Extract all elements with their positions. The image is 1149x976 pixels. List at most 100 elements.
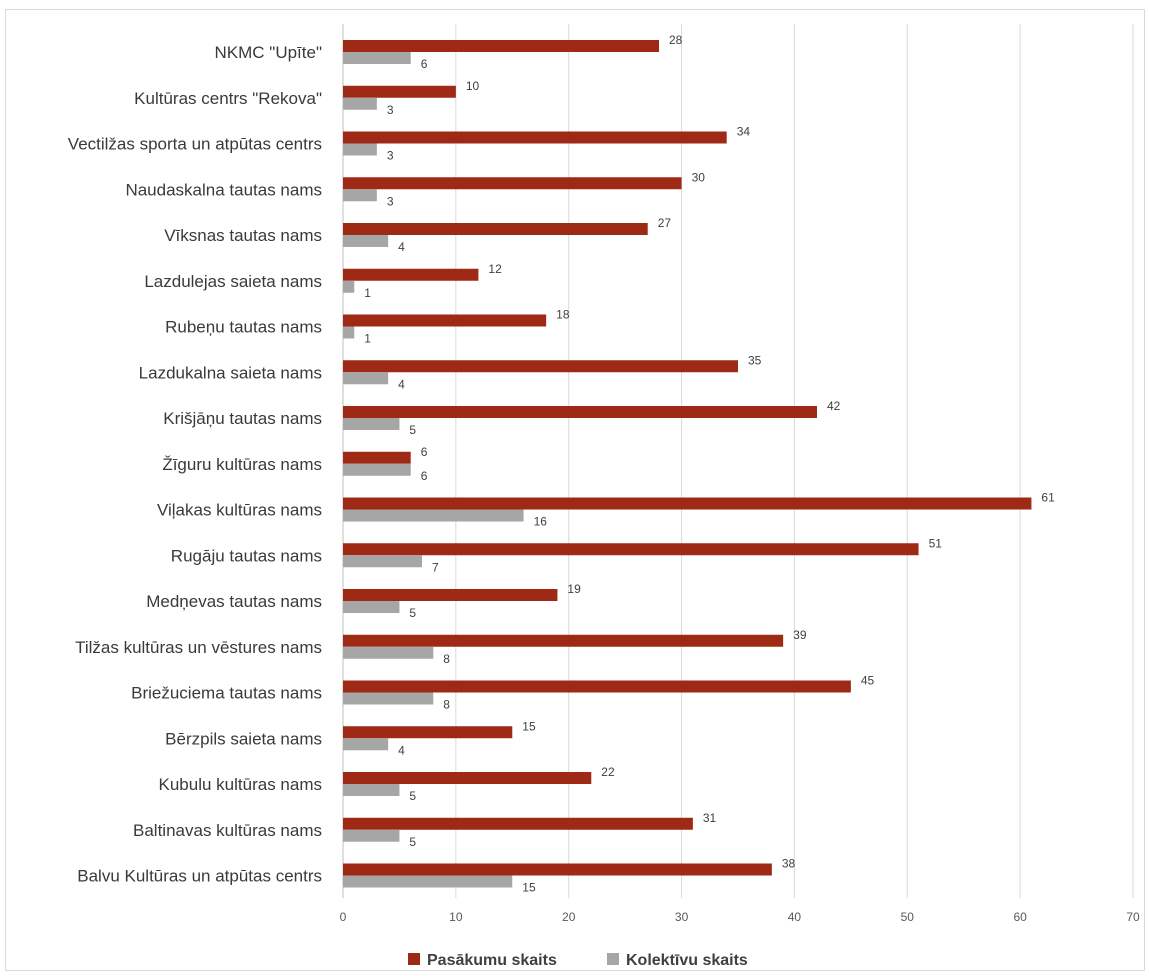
- bar-kolektivu: [343, 463, 411, 476]
- bar-pasakumu: [343, 680, 851, 693]
- bar-kolektivu: [343, 692, 434, 705]
- category-label: Žīguru kultūras nams: [162, 455, 322, 474]
- category-label: Viļakas kultūras nams: [157, 501, 322, 520]
- data-label-kolektivu: 3: [387, 149, 394, 163]
- bar-kolektivu: [343, 372, 389, 385]
- bar-kolektivu: [343, 646, 434, 659]
- data-label-pasakumu: 61: [1041, 491, 1055, 505]
- data-label-pasakumu: 30: [692, 170, 706, 184]
- bar-pasakumu: [343, 314, 547, 327]
- data-label-pasakumu: 6: [421, 445, 428, 459]
- category-label: Vectilžas sporta un atpūtas centrs: [68, 135, 322, 154]
- bar-kolektivu: [343, 189, 377, 202]
- data-label-pasakumu: 51: [929, 536, 943, 550]
- category-label: Kultūras centrs "Rekova": [134, 89, 322, 108]
- bar-pasakumu: [343, 817, 693, 830]
- data-label-kolektivu: 6: [421, 57, 428, 71]
- data-label-pasakumu: 22: [601, 765, 615, 779]
- data-label-kolektivu: 3: [387, 103, 394, 117]
- data-label-kolektivu: 8: [443, 652, 450, 666]
- data-label-kolektivu: 16: [534, 515, 548, 529]
- category-label: Balvu Kultūras un atpūtas centrs: [77, 867, 322, 886]
- legend-swatch: [408, 953, 420, 965]
- chart-frame: [5, 9, 1145, 971]
- bar-kolektivu: [343, 52, 411, 64]
- data-label-kolektivu: 7: [432, 560, 439, 574]
- bar-pasakumu: [343, 589, 558, 601]
- category-label: Rubeņu tautas nams: [165, 318, 322, 337]
- x-tick-label: 10: [449, 910, 463, 924]
- category-label: Krišjāņu tautas nams: [163, 409, 322, 428]
- x-tick-label: 0: [340, 910, 347, 924]
- data-label-pasakumu: 27: [658, 216, 672, 230]
- bar-kolektivu: [343, 97, 377, 110]
- bar-kolektivu: [343, 418, 400, 430]
- data-label-pasakumu: 10: [466, 79, 480, 93]
- data-label-kolektivu: 15: [522, 881, 536, 895]
- data-label-pasakumu: 12: [488, 262, 502, 276]
- x-tick-label: 70: [1126, 910, 1140, 924]
- bar-pasakumu: [343, 497, 1032, 510]
- data-label-kolektivu: 3: [387, 194, 394, 208]
- bar-kolektivu: [343, 875, 513, 888]
- bar-pasakumu: [343, 268, 479, 281]
- data-label-pasakumu: 15: [522, 719, 536, 733]
- bar-kolektivu: [343, 326, 355, 339]
- data-label-kolektivu: 1: [364, 286, 371, 300]
- bar-kolektivu: [343, 829, 400, 842]
- data-label-pasakumu: 28: [669, 33, 683, 47]
- bar-kolektivu: [343, 235, 389, 247]
- bar-pasakumu: [343, 360, 738, 373]
- data-label-kolektivu: 5: [409, 835, 416, 849]
- data-label-kolektivu: 1: [364, 332, 371, 346]
- bar-pasakumu: [343, 451, 411, 464]
- bar-pasakumu: [343, 177, 682, 190]
- data-label-pasakumu: 31: [703, 811, 717, 825]
- data-label-pasakumu: 18: [556, 308, 570, 322]
- legend-label: Pasākumu skaits: [427, 952, 557, 969]
- category-label: Bērzpils saieta nams: [165, 729, 322, 748]
- bar-kolektivu: [343, 143, 377, 156]
- category-label: Baltinavas kultūras nams: [133, 821, 322, 840]
- data-label-kolektivu: 5: [409, 423, 416, 437]
- data-label-kolektivu: 5: [409, 789, 416, 803]
- data-label-kolektivu: 5: [409, 606, 416, 620]
- data-label-kolektivu: 4: [398, 240, 405, 254]
- bar-kolektivu: [343, 601, 400, 613]
- category-label: Naudaskalna tautas nams: [125, 180, 322, 199]
- bar-pasakumu: [343, 543, 919, 556]
- bar-pasakumu: [343, 223, 648, 235]
- data-label-kolektivu: 6: [421, 469, 428, 483]
- data-label-kolektivu: 8: [443, 698, 450, 712]
- data-label-kolektivu: 4: [398, 377, 405, 391]
- bar-kolektivu: [343, 784, 400, 796]
- x-tick-label: 20: [562, 910, 576, 924]
- category-label: Medņevas tautas nams: [146, 592, 322, 611]
- bar-pasakumu: [343, 726, 513, 739]
- data-label-pasakumu: 42: [827, 399, 841, 413]
- legend-swatch: [607, 953, 619, 965]
- bar-pasakumu: [343, 406, 817, 418]
- category-label: Kubulu kultūras nams: [159, 775, 322, 794]
- x-tick-label: 60: [1013, 910, 1027, 924]
- bar-pasakumu: [343, 85, 456, 98]
- data-label-pasakumu: 19: [567, 582, 581, 596]
- data-label-pasakumu: 38: [782, 857, 796, 871]
- data-label-pasakumu: 34: [737, 125, 751, 139]
- category-label: NKMC "Upīte": [215, 43, 322, 62]
- data-label-pasakumu: 39: [793, 628, 807, 642]
- category-label: Vīksnas tautas nams: [164, 226, 322, 245]
- x-tick-label: 40: [788, 910, 802, 924]
- category-label: Lazdulejas saieta nams: [144, 272, 322, 291]
- bar-pasakumu: [343, 40, 659, 52]
- data-label-kolektivu: 4: [398, 743, 405, 757]
- bar-pasakumu: [343, 863, 772, 876]
- bar-pasakumu: [343, 131, 727, 144]
- bar-pasakumu: [343, 772, 592, 784]
- bar-kolektivu: [343, 555, 422, 568]
- category-label: Rugāju tautas nams: [171, 546, 322, 565]
- data-label-pasakumu: 35: [748, 353, 762, 367]
- bar-kolektivu: [343, 280, 355, 293]
- category-label: Briežuciema tautas nams: [131, 684, 322, 703]
